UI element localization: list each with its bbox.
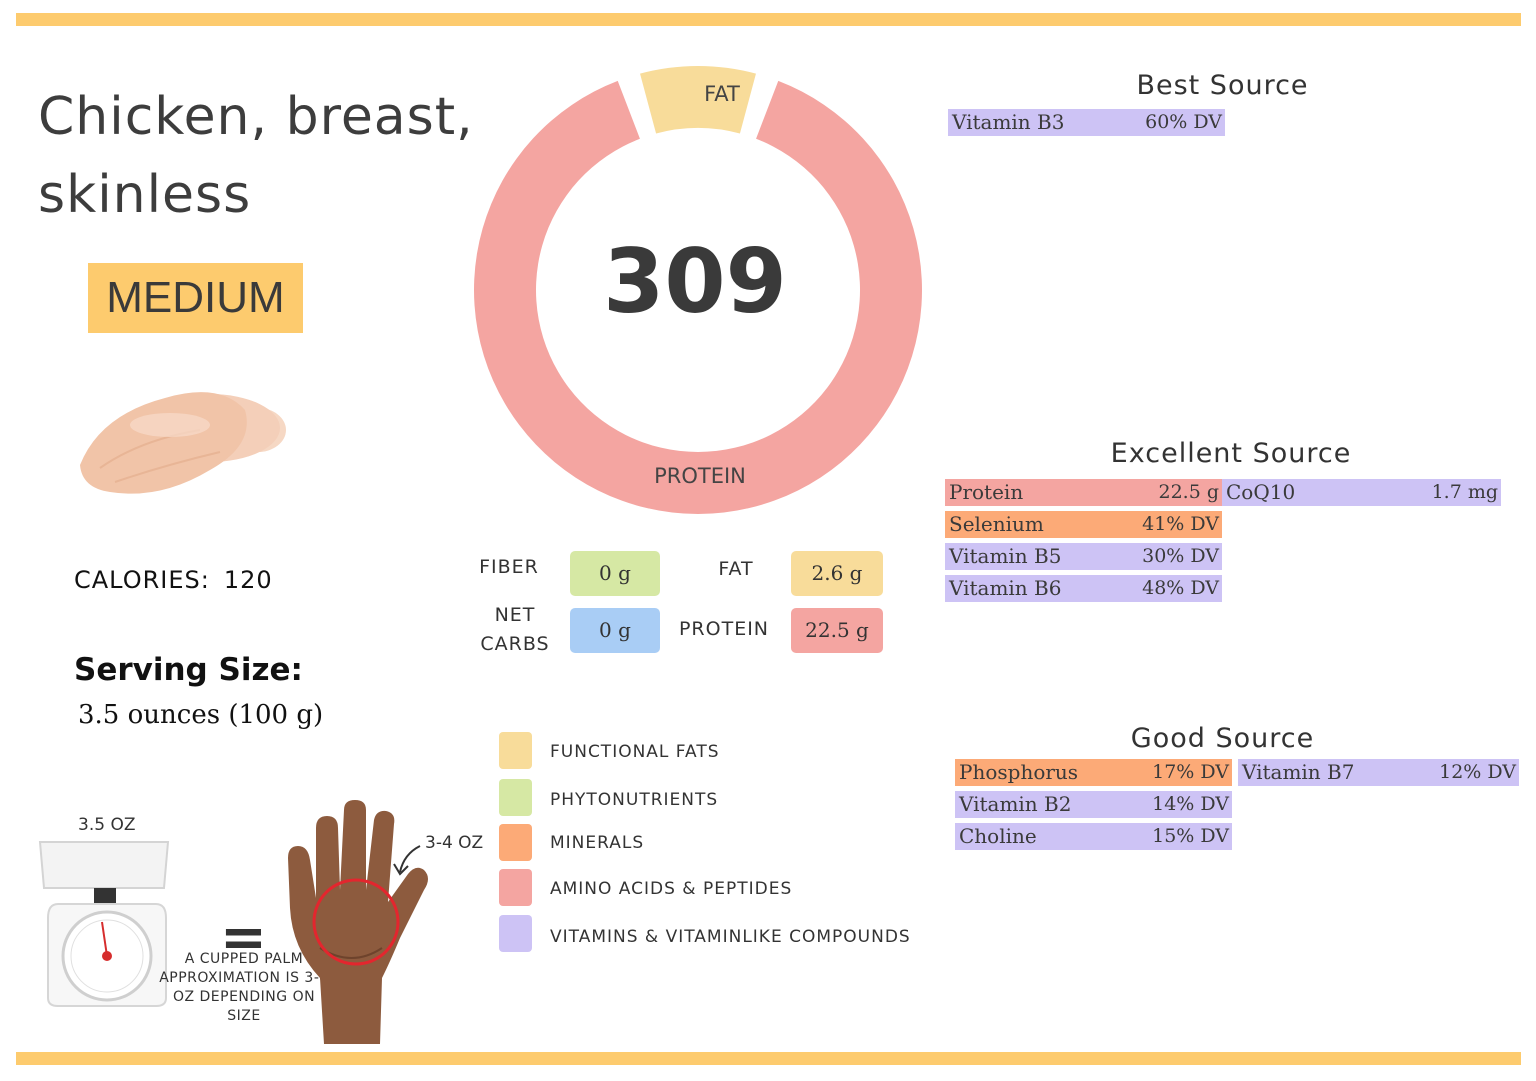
pointing-arrow-icon: [393, 845, 421, 876]
palm-approximation-note: A CUPPED PALM APPROXIMATION IS 3-4 OZ DE…: [159, 951, 329, 1024]
legend-label-functional-fats: FUNCTIONAL FATS: [550, 742, 720, 762]
donut-center-value: 309: [603, 230, 787, 333]
nutrient-value: 41% DV: [1142, 513, 1219, 535]
nutrient-value: 1.7 mg: [1431, 481, 1498, 503]
excellent-source-item: Protein 22.5 g: [945, 479, 1222, 506]
nutrient-name: Vitamin B5: [949, 544, 1062, 568]
nutrient-name: Vitamin B6: [949, 576, 1062, 600]
net-carbs-value: 0 g: [570, 608, 660, 653]
level-badge: MEDIUM: [88, 263, 303, 333]
nutrient-name: Vitamin B7: [1242, 760, 1355, 784]
net-carbs-label-line1: NET: [494, 604, 536, 626]
protein-label: PROTEIN: [678, 618, 770, 640]
excellent-source-item: Vitamin B6 48% DV: [945, 575, 1222, 602]
nutrient-name: Protein: [949, 480, 1024, 504]
excellent-source-item: CoQ10 1.7 mg: [1222, 479, 1501, 506]
best-source-title: Best Source: [1136, 70, 1309, 101]
good-source-item: Choline 15% DV: [955, 823, 1232, 850]
palm-oz-label: 3-4 OZ: [425, 833, 484, 853]
scale-oz-label: 3.5 OZ: [78, 815, 136, 835]
equals-sign: =: [220, 905, 267, 970]
nutrient-value: 12% DV: [1439, 761, 1516, 783]
nutrient-value: 17% DV: [1152, 761, 1229, 783]
calorie-donut-chart: [474, 65, 922, 514]
donut-fat-label: FAT: [704, 82, 740, 106]
nutrient-name: Vitamin B3: [952, 110, 1065, 134]
serving-size-value: 3.5 ounces (100 g): [78, 700, 324, 730]
good-source-item: Phosphorus 17% DV: [955, 759, 1232, 786]
good-source-title: Good Source: [1130, 723, 1315, 754]
nutrient-name: Selenium: [949, 512, 1044, 536]
nutrient-name: Vitamin B2: [959, 792, 1072, 816]
top-stripe: [16, 13, 1521, 26]
net-carbs-label: NET CARBS: [470, 601, 560, 659]
bottom-stripe: [16, 1052, 1521, 1065]
legend-label-vitamins: VITAMINS & VITAMINLIKE COMPOUNDS: [550, 927, 911, 947]
excellent-source-title: Excellent Source: [1110, 438, 1352, 469]
legend-swatch-vitamins: [499, 915, 532, 952]
legend-swatch-amino-acids: [499, 869, 532, 906]
donut-fat-segment: [640, 65, 756, 134]
chicken-breast-image: [80, 392, 286, 494]
nutrient-value: 30% DV: [1142, 545, 1219, 567]
serving-size-title: Serving Size:: [74, 652, 303, 688]
kitchen-scale-icon: [38, 841, 170, 1007]
calories-label: CALORIES:: [74, 566, 210, 594]
fiber-value: 0 g: [570, 551, 660, 596]
nutrient-value: 22.5 g: [1158, 481, 1219, 503]
protein-value: 22.5 g: [791, 608, 883, 653]
nutrient-name: CoQ10: [1226, 480, 1296, 504]
legend-swatch-functional-fats: [499, 732, 532, 769]
calories-value: 120: [223, 566, 273, 594]
legend-label-amino-acids: AMINO ACIDS & PEPTIDES: [550, 879, 793, 899]
net-carbs-label-line2: CARBS: [480, 633, 550, 655]
nutrient-value: 48% DV: [1142, 577, 1219, 599]
fat-label: FAT: [718, 558, 754, 580]
nutrient-name: Choline: [959, 824, 1037, 848]
nutrient-name: Phosphorus: [959, 760, 1079, 784]
good-source-item: Vitamin B7 12% DV: [1238, 759, 1519, 786]
hand-palm-icon: [288, 800, 428, 1044]
nutrient-value: 60% DV: [1145, 111, 1222, 133]
legend-label-minerals: MINERALS: [550, 833, 645, 853]
best-source-item: Vitamin B3 60% DV: [948, 109, 1225, 136]
nutrient-value: 15% DV: [1152, 825, 1229, 847]
excellent-source-item: Selenium 41% DV: [945, 511, 1222, 538]
food-title: Chicken, breast, skinless: [38, 87, 474, 225]
legend-label-phytonutrients: PHYTONUTRIENTS: [550, 790, 719, 810]
legend-swatch-phytonutrients: [499, 779, 532, 816]
donut-protein-label: PROTEIN: [654, 464, 746, 488]
fiber-label: FIBER: [479, 556, 539, 578]
excellent-source-item: Vitamin B5 30% DV: [945, 543, 1222, 570]
fat-value: 2.6 g: [791, 551, 883, 596]
good-source-item: Vitamin B2 14% DV: [955, 791, 1232, 818]
legend-swatch-minerals: [499, 824, 532, 861]
nutrient-value: 14% DV: [1152, 793, 1229, 815]
calories: CALORIES: 120: [74, 566, 273, 594]
